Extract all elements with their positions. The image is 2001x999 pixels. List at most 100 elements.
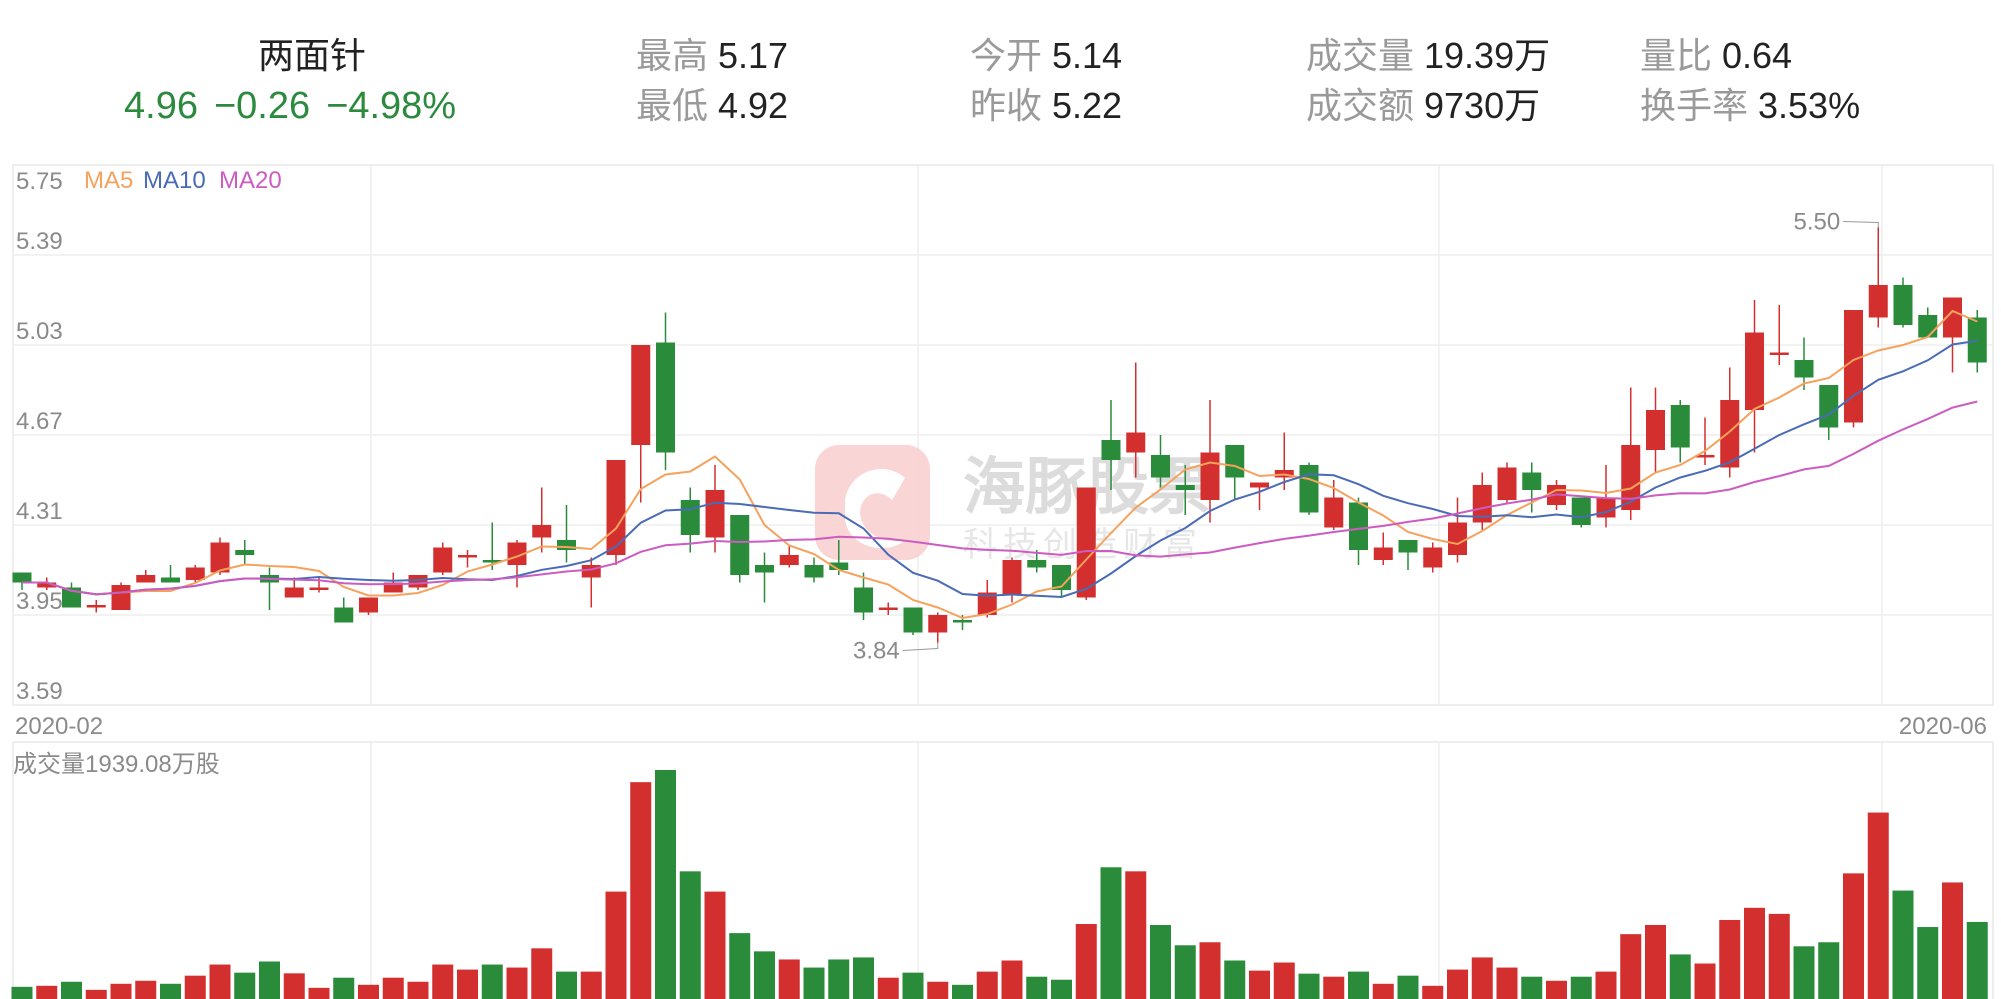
candle-body	[1819, 385, 1839, 428]
candle[interactable]	[1794, 337, 1814, 391]
candle[interactable]	[730, 515, 750, 583]
volume-bar	[506, 967, 528, 999]
candle[interactable]	[1522, 462, 1542, 513]
y-tick-label: 4.31	[16, 498, 63, 525]
candle[interactable]	[1769, 305, 1789, 365]
candle[interactable]	[631, 345, 651, 503]
candle-body	[1349, 502, 1368, 550]
candle[interactable]	[1646, 387, 1665, 473]
candle[interactable]	[1299, 462, 1319, 516]
candle[interactable]	[383, 572, 403, 593]
candle[interactable]	[136, 570, 156, 583]
candle[interactable]	[210, 537, 230, 576]
candle[interactable]	[977, 580, 997, 618]
candle-body	[1398, 540, 1418, 553]
candle[interactable]	[779, 545, 799, 568]
candle-body	[1868, 285, 1888, 318]
candle[interactable]	[507, 540, 527, 588]
candle-body	[1918, 315, 1938, 338]
candle[interactable]	[581, 557, 601, 608]
candle[interactable]	[161, 565, 180, 583]
volume-bar	[209, 964, 231, 999]
candle[interactable]	[1250, 482, 1269, 511]
volume-bar	[1942, 882, 1963, 999]
candle[interactable]	[1621, 387, 1641, 521]
candle[interactable]	[1349, 497, 1368, 566]
candle[interactable]	[1819, 385, 1839, 440]
candle[interactable]	[1670, 400, 1690, 463]
y-tick-label: 4.67	[16, 408, 63, 435]
candle[interactable]	[878, 602, 898, 616]
candle[interactable]	[804, 557, 824, 583]
candle[interactable]	[1076, 487, 1096, 601]
candle[interactable]	[1745, 300, 1764, 453]
candle[interactable]	[359, 597, 378, 616]
candle[interactable]	[903, 607, 923, 636]
candle[interactable]	[1126, 362, 1146, 478]
candle[interactable]	[86, 600, 106, 613]
stat-open: 今开 5.14	[970, 35, 1123, 76]
high-leader-line	[1843, 221, 1879, 228]
candle[interactable]	[260, 567, 279, 611]
candle-body	[433, 547, 453, 573]
price-change: −0.26	[213, 85, 311, 127]
volume-bar	[283, 973, 305, 999]
candle[interactable]	[1893, 277, 1913, 328]
volume-bar	[754, 951, 775, 999]
candle[interactable]	[1101, 400, 1121, 490]
candle-body	[1373, 547, 1393, 560]
candle[interactable]	[854, 572, 873, 621]
candle[interactable]	[62, 582, 81, 608]
candle-body	[12, 572, 32, 583]
candle[interactable]	[12, 572, 32, 591]
candle[interactable]	[1943, 297, 1962, 373]
candle[interactable]	[37, 577, 57, 591]
candle[interactable]	[532, 487, 552, 553]
candle[interactable]	[1175, 465, 1195, 515]
volume-bar	[61, 981, 82, 999]
candle[interactable]	[1596, 465, 1616, 528]
candle[interactable]	[482, 522, 502, 571]
legend-ma5: MA5	[84, 167, 133, 194]
candle[interactable]	[111, 582, 131, 611]
candle[interactable]	[1398, 540, 1418, 570]
candle-body	[829, 562, 849, 570]
volume-bar	[1768, 913, 1790, 999]
volume-bar	[1224, 960, 1246, 999]
candle[interactable]	[235, 540, 255, 565]
candle[interactable]	[1225, 445, 1245, 500]
volume-bar	[1694, 963, 1716, 999]
stat-turnover-rate: 换手率 3.53%	[1640, 85, 1861, 126]
candle[interactable]	[458, 550, 477, 568]
candle[interactable]	[705, 465, 725, 553]
candle[interactable]	[656, 312, 675, 471]
volume-bar	[853, 957, 874, 999]
candle-body	[408, 575, 428, 588]
candle[interactable]	[1720, 367, 1740, 478]
candle[interactable]	[1423, 542, 1443, 573]
candle[interactable]	[1373, 532, 1393, 566]
candle[interactable]	[433, 542, 453, 576]
candle[interactable]	[557, 505, 576, 563]
candle[interactable]	[1052, 565, 1071, 598]
stat-prev-close: 昨收 5.22	[970, 85, 1123, 126]
candle[interactable]	[1571, 497, 1591, 528]
candle[interactable]	[284, 577, 304, 598]
candle[interactable]	[1695, 417, 1715, 466]
candle[interactable]	[755, 552, 774, 603]
candle-body	[1943, 297, 1962, 338]
candle[interactable]	[1497, 462, 1517, 503]
candle[interactable]	[1448, 497, 1467, 563]
candle[interactable]	[1844, 310, 1863, 428]
candle[interactable]	[1918, 307, 1938, 338]
candle[interactable]	[185, 565, 205, 583]
candle[interactable]	[334, 597, 354, 623]
candle[interactable]	[1151, 435, 1170, 488]
candle[interactable]	[1868, 227, 1888, 328]
volume-bar	[407, 981, 429, 999]
candle[interactable]	[1472, 472, 1492, 531]
candle[interactable]	[928, 612, 948, 643]
volume-bar	[1397, 975, 1419, 999]
watermark-logo	[815, 445, 930, 560]
